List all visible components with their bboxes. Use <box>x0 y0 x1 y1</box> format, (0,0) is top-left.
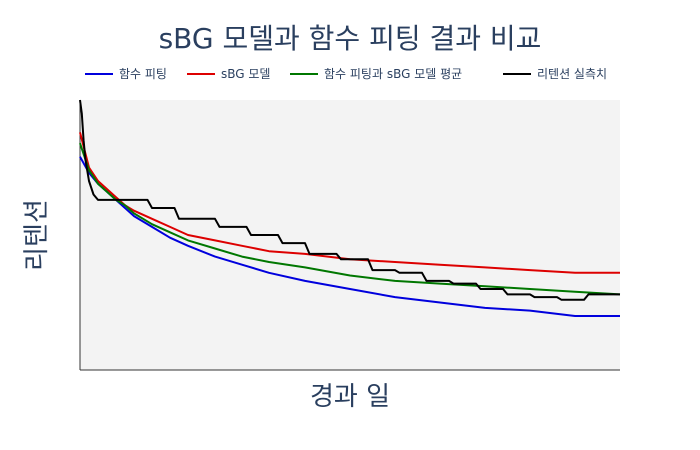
y-axis-label: 리텐션 <box>22 199 52 271</box>
legend-label: sBG 모델 <box>221 67 270 81</box>
series-line-2 <box>79 132 620 274</box>
series-line-3 <box>79 142 621 296</box>
legend-label: 함수 피팅과 sBG 모델 평균 <box>324 67 462 81</box>
legend-item[interactable]: 함수 피팅 <box>85 67 167 81</box>
legend-item[interactable]: 리텐션 실측치 <box>503 67 607 81</box>
x-axis-label: 경과 일 <box>310 382 390 412</box>
legend: 함수 피팅 sBG 모델 함수 피팅과 sBG 모델 평균 리텐션 실측치 <box>85 67 607 81</box>
legend-label: 리텐션 실측치 <box>537 67 607 81</box>
series-layer <box>79 99 621 317</box>
legend-item[interactable]: sBG 모델 <box>187 67 270 81</box>
series-line-4 <box>79 99 620 301</box>
legend-item[interactable]: 함수 피팅과 sBG 모델 평균 <box>290 67 462 81</box>
plot-area <box>80 100 620 370</box>
chart-title: sBG 모델과 함수 피팅 결과 비교 <box>159 22 542 55</box>
legend-label: 함수 피팅 <box>119 67 167 81</box>
